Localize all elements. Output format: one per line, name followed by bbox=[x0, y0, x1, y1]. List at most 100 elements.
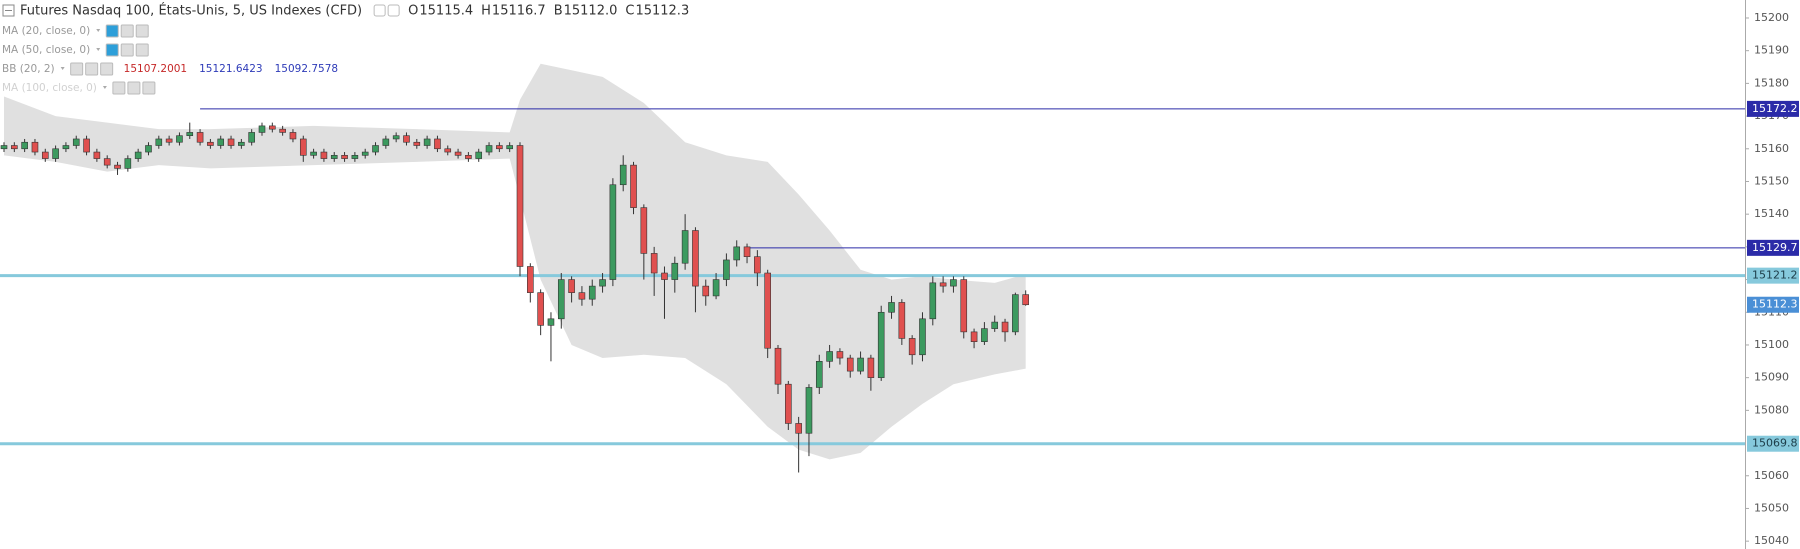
candle-body bbox=[330, 155, 338, 159]
candle-body bbox=[516, 145, 524, 267]
ohlc-letter: C bbox=[625, 4, 634, 19]
candle-body bbox=[908, 338, 916, 356]
candle-body bbox=[681, 230, 689, 264]
y-tick-label: 15200 bbox=[1754, 11, 1789, 24]
last-price-label-box bbox=[1747, 296, 1799, 313]
indicator-button[interactable] bbox=[127, 81, 141, 95]
y-tick-label: 15050 bbox=[1754, 501, 1789, 514]
candle-body bbox=[269, 125, 276, 130]
indicator-menu[interactable] bbox=[96, 29, 101, 32]
y-tick-label: 15100 bbox=[1754, 338, 1789, 351]
indicator-button[interactable] bbox=[85, 62, 99, 76]
candle-body bbox=[238, 141, 245, 146]
candle-body bbox=[41, 151, 49, 159]
candle-body bbox=[279, 128, 286, 133]
candle-body bbox=[392, 135, 400, 140]
ohlc-letter: B bbox=[554, 4, 563, 19]
indicator-value: 15121.6423 bbox=[199, 63, 262, 75]
ohlc-value: 15116.7 bbox=[492, 4, 546, 19]
y-tick-label: 15080 bbox=[1754, 403, 1789, 416]
indicator-button[interactable] bbox=[135, 43, 149, 57]
indicator-button[interactable] bbox=[105, 43, 119, 57]
candle-body bbox=[826, 351, 833, 362]
candle-body bbox=[103, 158, 111, 166]
indicator-button[interactable] bbox=[70, 62, 84, 76]
header-icon[interactable] bbox=[387, 4, 400, 17]
y-tick-label: 15180 bbox=[1754, 76, 1789, 89]
candle-body bbox=[465, 155, 472, 159]
candle-body bbox=[145, 145, 152, 153]
candle-body bbox=[588, 285, 596, 300]
candle-body bbox=[475, 151, 483, 159]
indicator-menu[interactable] bbox=[102, 86, 107, 89]
candle-body bbox=[299, 138, 307, 156]
candle-body bbox=[712, 279, 720, 297]
candle-body bbox=[970, 331, 978, 342]
indicator-button[interactable] bbox=[135, 24, 149, 38]
collapse-icon[interactable] bbox=[2, 4, 15, 17]
indicator-button[interactable] bbox=[100, 62, 114, 76]
header-icon[interactable] bbox=[373, 4, 386, 17]
candle-body bbox=[310, 151, 317, 156]
indicator-button[interactable] bbox=[120, 43, 134, 57]
price-axis: 1504015050150601508015090151001511015120… bbox=[1745, 11, 1799, 547]
candle-body bbox=[867, 357, 875, 378]
candle-body bbox=[21, 141, 28, 150]
candle-body bbox=[640, 207, 648, 254]
candle-body bbox=[578, 292, 586, 300]
indicator-value: 15092.7578 bbox=[275, 63, 338, 75]
candle-body bbox=[557, 279, 565, 320]
ohlc-value: 15112.3 bbox=[635, 4, 689, 19]
y-tick-label: 15150 bbox=[1754, 174, 1789, 187]
candle-body bbox=[114, 164, 121, 169]
indicator-button[interactable] bbox=[120, 24, 134, 38]
y-tick-label: 15140 bbox=[1754, 207, 1789, 220]
candle-body bbox=[785, 383, 792, 424]
candle-body bbox=[723, 259, 730, 280]
candle-body bbox=[176, 135, 183, 143]
candle-body bbox=[341, 155, 348, 159]
candle-body bbox=[877, 311, 885, 378]
candle-body bbox=[702, 285, 710, 297]
candle-body bbox=[929, 282, 937, 320]
candle-body bbox=[981, 328, 988, 342]
candle-body bbox=[630, 164, 637, 208]
candle-body bbox=[93, 151, 101, 159]
candle-body bbox=[1001, 321, 1009, 333]
indicator-menu[interactable] bbox=[96, 48, 101, 51]
candle-body bbox=[919, 318, 926, 356]
candle-body bbox=[898, 302, 906, 339]
candle-body bbox=[186, 132, 194, 136]
candle-body bbox=[1012, 294, 1019, 333]
indicator-menu[interactable] bbox=[60, 67, 65, 70]
indicator-button[interactable] bbox=[112, 81, 126, 95]
line-price-label: 15121.2 bbox=[1752, 269, 1798, 282]
candle-body bbox=[599, 279, 606, 287]
candle-body bbox=[413, 141, 421, 146]
ohlc-value: 15115.4 bbox=[419, 4, 473, 19]
candle-body bbox=[423, 138, 431, 146]
candle-body bbox=[764, 272, 771, 349]
candle-body bbox=[692, 230, 699, 287]
candle-body bbox=[836, 351, 844, 359]
candle-body bbox=[950, 279, 957, 287]
indicator-button[interactable] bbox=[142, 81, 156, 95]
candle-body bbox=[124, 158, 132, 169]
candle-body bbox=[527, 266, 534, 293]
indicator-value: 15107.2001 bbox=[124, 63, 187, 75]
candle-body bbox=[743, 246, 751, 257]
candle-body bbox=[248, 132, 255, 143]
indicator-button[interactable] bbox=[105, 24, 119, 38]
candle-body bbox=[1022, 294, 1029, 306]
candle-body bbox=[320, 151, 328, 159]
candle-body bbox=[733, 246, 741, 261]
y-tick-label: 15160 bbox=[1754, 142, 1789, 155]
legend: Futures Nasdaq 100, États-Unis, 5, US In… bbox=[2, 3, 689, 95]
candle-body bbox=[619, 164, 627, 186]
candle-body bbox=[134, 151, 142, 159]
candle-body bbox=[165, 138, 173, 143]
candle-body bbox=[11, 145, 18, 150]
candle-body bbox=[805, 387, 813, 434]
candle-body bbox=[774, 347, 782, 385]
